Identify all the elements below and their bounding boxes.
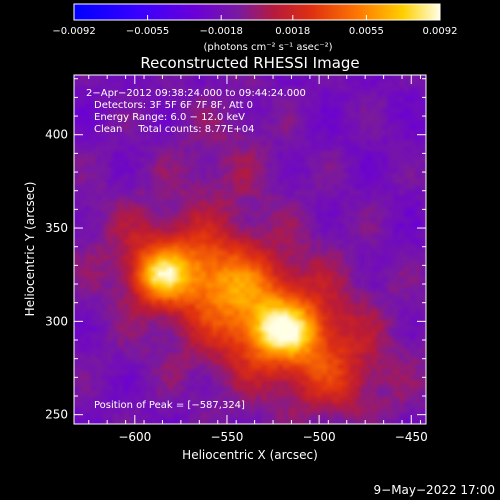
footer-date: 9−May−2022 17:00 (374, 483, 496, 497)
colorbar-ticks: −0.0092 −0.0055 −0.0018 0.0018 0.0055 0.0092 (52, 15, 458, 37)
colorbar-unit-label: (photons cm⁻² s⁻¹ asec⁻²) (203, 42, 332, 53)
colorbar (73, 3, 441, 21)
plot-frame (73, 74, 427, 425)
y-axis-label: Heliocentric Y (arcsec) (23, 182, 37, 317)
y-tick-label: 400 (45, 128, 68, 142)
peak-position-label: Position of Peak = [−587,324] (94, 400, 245, 411)
annotation-clean-counts: Clean Total counts: 8.77E+04 (94, 124, 254, 135)
axis-ticks: −600 −550 −500 −450 250 300 350 400 (45, 75, 428, 444)
colorbar-tick-label: 0.0018 (275, 26, 310, 37)
x-tick-label: −550 (210, 430, 243, 444)
chart-title: Reconstructed RHESSI Image (140, 54, 359, 72)
colorbar-tick-label: 0.0092 (423, 26, 458, 37)
x-tick-label: −450 (395, 430, 428, 444)
annotation-detectors: Detectors: 3F 5F 6F 7F 8F, Att 0 (94, 100, 253, 111)
x-tick-label: −600 (118, 430, 151, 444)
colorbar-tick-label: 0.0055 (349, 26, 384, 37)
annotation-energy-range: Energy Range: 6.0 − 12.0 keV (94, 112, 245, 123)
colorbar-tick-label: −0.0055 (126, 26, 169, 37)
x-axis-label: Heliocentric X (arcsec) (182, 448, 318, 462)
heatmap-image (74, 75, 426, 424)
annotation-time-range: 2−Apr−2012 09:38:24.000 to 09:44:24.000 (86, 88, 306, 99)
x-tick-label: −500 (303, 430, 336, 444)
colorbar-tick-label: −0.0092 (52, 26, 95, 37)
y-tick-label: 350 (45, 221, 68, 235)
y-tick-label: 250 (45, 408, 68, 422)
colorbar-tick-label: −0.0018 (200, 26, 243, 37)
y-tick-label: 300 (45, 314, 68, 328)
